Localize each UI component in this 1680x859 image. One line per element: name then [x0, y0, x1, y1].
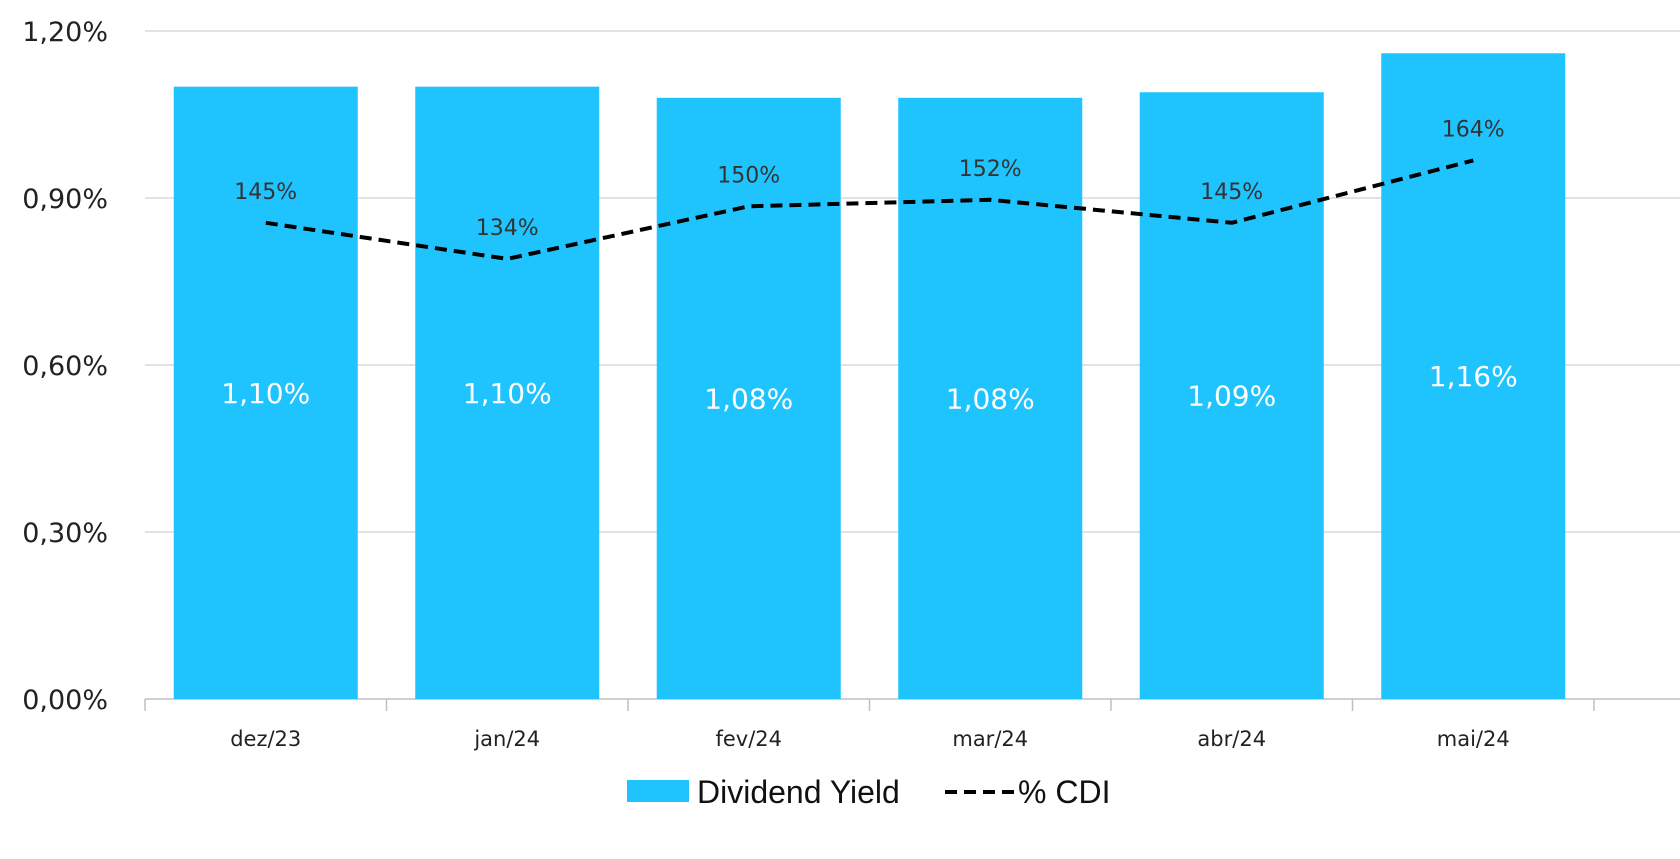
- legend: Dividend Yield % CDI: [627, 774, 1110, 810]
- bar-value-label: 1,08%: [946, 382, 1035, 415]
- legend-swatch-dividend-yield: [627, 780, 689, 802]
- y-axis: 0,00% 0,30% 0,60% 0,90% 1,20%: [22, 17, 108, 716]
- cdi-value-label: 150%: [717, 163, 780, 188]
- y-tick-label: 0,90%: [22, 184, 108, 215]
- cdi-line: [265, 158, 1474, 261]
- x-tick-label: mar/24: [952, 727, 1028, 751]
- cdi-value-label: 152%: [959, 157, 1022, 182]
- bar: [1139, 92, 1324, 699]
- legend-label-dividend-yield: Dividend Yield: [697, 774, 900, 810]
- cdi-line-group: 145% 134% 150% 152% 145% 164%: [234, 117, 1505, 261]
- x-axis: dez/23 jan/24 fev/24 mar/24 abr/24 mai/24: [144, 699, 1595, 751]
- cdi-value-label: 134%: [476, 216, 539, 241]
- y-tick-label: 0,30%: [22, 518, 108, 549]
- cdi-value-label: 145%: [1200, 180, 1263, 205]
- bar-value-label: 1,10%: [221, 377, 310, 410]
- bars: 1,10% 1,10% 1,08% 1,08% 1,09% 1,16%: [173, 53, 1566, 700]
- x-tick-label: abr/24: [1197, 727, 1266, 751]
- legend-label-cdi: % CDI: [1018, 774, 1110, 810]
- x-tick-label: jan/24: [473, 727, 540, 751]
- y-tick-label: 0,00%: [22, 685, 108, 716]
- cdi-value-label: 164%: [1442, 117, 1505, 142]
- x-tick-label: fev/24: [715, 727, 782, 751]
- bar-value-label: 1,16%: [1429, 360, 1518, 393]
- bar-value-label: 1,10%: [463, 377, 552, 410]
- bar: [415, 86, 600, 699]
- bar: [173, 86, 358, 699]
- x-tick-label: dez/23: [230, 727, 301, 751]
- y-tick-label: 1,20%: [22, 17, 108, 48]
- y-tick-label: 0,60%: [22, 351, 108, 382]
- bar: [656, 97, 841, 700]
- cdi-value-label: 145%: [234, 180, 297, 205]
- bar-value-label: 1,09%: [1187, 380, 1276, 413]
- bar-value-label: 1,08%: [704, 382, 793, 415]
- x-tick-label: mai/24: [1437, 727, 1510, 751]
